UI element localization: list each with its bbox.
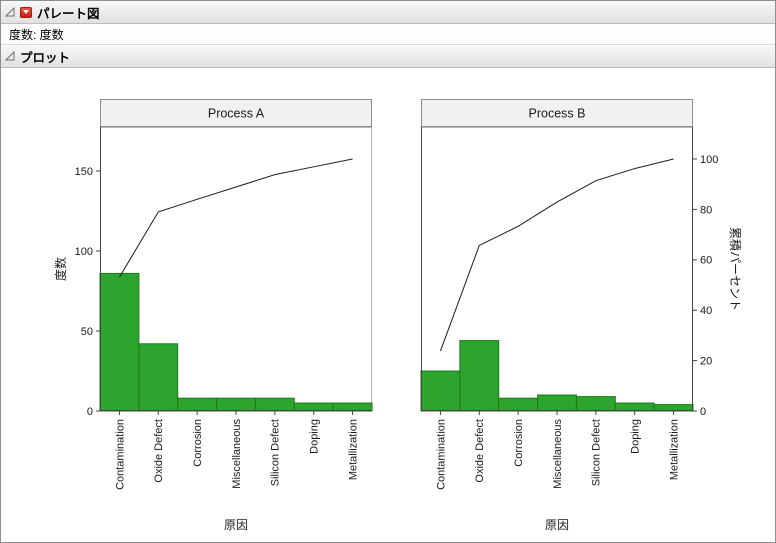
cumulative-line — [439, 158, 674, 352]
pareto-bar[interactable] — [420, 370, 461, 412]
disclosure-triangle-icon[interactable] — [5, 7, 15, 17]
pareto-bar[interactable] — [332, 402, 373, 412]
x-tick-label: Metallization — [347, 419, 359, 480]
pareto-bar[interactable] — [293, 402, 334, 412]
x-tick-label: Miscellaneous — [552, 419, 564, 489]
y-tick-label: 100 — [75, 246, 93, 258]
frequency-label-row: 度数: 度数 — [1, 24, 775, 45]
x-tick-label: Contamination — [114, 419, 126, 490]
x-tick-label: Oxide Defect — [153, 419, 165, 483]
x-tick-label: Contamination — [435, 419, 447, 490]
pareto-bar[interactable] — [498, 397, 539, 412]
chart-title-box — [100, 99, 372, 127]
plot-section-title: プロット — [20, 50, 71, 65]
x-tick-label: Doping — [630, 419, 642, 454]
x-tick-label: Oxide Defect — [474, 419, 486, 483]
cumulative-line — [118, 158, 353, 278]
y-tick-label: 0 — [87, 406, 93, 418]
pareto-bar[interactable] — [254, 397, 295, 412]
y-tick-label: 100 — [700, 154, 718, 166]
y-tick-label: 40 — [700, 305, 712, 317]
x-tick-label: Silicon Defect — [591, 419, 603, 486]
x-tick-label: Corrosion — [513, 419, 525, 467]
pareto-bar[interactable] — [537, 394, 577, 412]
chart-title: Process B — [529, 107, 586, 121]
y-tick-label: 150 — [75, 166, 93, 178]
x-tick-label: Metallization — [668, 419, 680, 480]
x-tick-label: Doping — [309, 419, 321, 454]
plot-section-header: プロット — [1, 45, 775, 68]
pareto-bar[interactable] — [138, 343, 179, 412]
x-axis-label: 原因 — [224, 518, 248, 532]
pareto-bar[interactable] — [614, 402, 655, 412]
pareto-bar[interactable] — [575, 396, 616, 412]
pareto-bar[interactable] — [216, 397, 256, 412]
pareto-bar[interactable] — [459, 340, 500, 412]
y-tick-label: 20 — [700, 355, 712, 367]
y-tick-label: 60 — [700, 255, 712, 267]
y-tick-label: 50 — [81, 326, 93, 338]
x-tick-label: Corrosion — [192, 419, 204, 467]
x-tick-label: Silicon Defect — [270, 419, 282, 486]
report-title: パレート図 — [37, 6, 100, 21]
red-triangle-menu-button[interactable] — [20, 6, 32, 18]
chart-title-box — [421, 99, 693, 127]
y-tick-label: 0 — [700, 406, 706, 418]
pareto-bar[interactable] — [99, 272, 140, 412]
x-tick-label: Miscellaneous — [231, 419, 243, 489]
pareto-chart-process-b[interactable]: Process B 0 20 40 60 80 100 累積パーセント Contaminatio… — [413, 99, 743, 541]
x-axis-label: 原因 — [545, 518, 569, 532]
pareto-bar[interactable] — [177, 397, 218, 412]
y-axis-label-right: 累積パーセント — [728, 227, 743, 311]
frequency-label: 度数: 度数 — [9, 27, 64, 42]
disclosure-triangle-icon[interactable] — [5, 51, 15, 61]
charts-area: Process A 0 50 100 150 度数 Contamination Oxide D… — [1, 99, 775, 541]
chart-title: Process A — [208, 107, 265, 121]
y-axis-label-left: 度数 — [53, 257, 68, 281]
y-tick-label: 80 — [700, 204, 712, 216]
pareto-chart-process-a[interactable]: Process A 0 50 100 150 度数 Contamination Oxide D… — [50, 99, 380, 541]
report-title-bar: パレート図 — [1, 1, 775, 24]
